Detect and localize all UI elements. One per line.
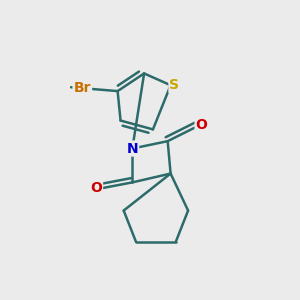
Text: N: N: [127, 142, 138, 155]
Text: O: O: [196, 118, 208, 132]
Text: Br: Br: [74, 81, 91, 95]
Text: S: S: [169, 78, 179, 92]
Text: O: O: [90, 181, 102, 195]
